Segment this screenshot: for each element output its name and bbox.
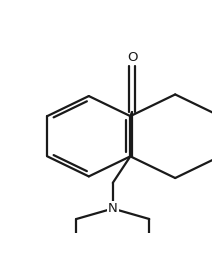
Text: N: N: [108, 202, 118, 215]
Text: O: O: [127, 51, 137, 64]
